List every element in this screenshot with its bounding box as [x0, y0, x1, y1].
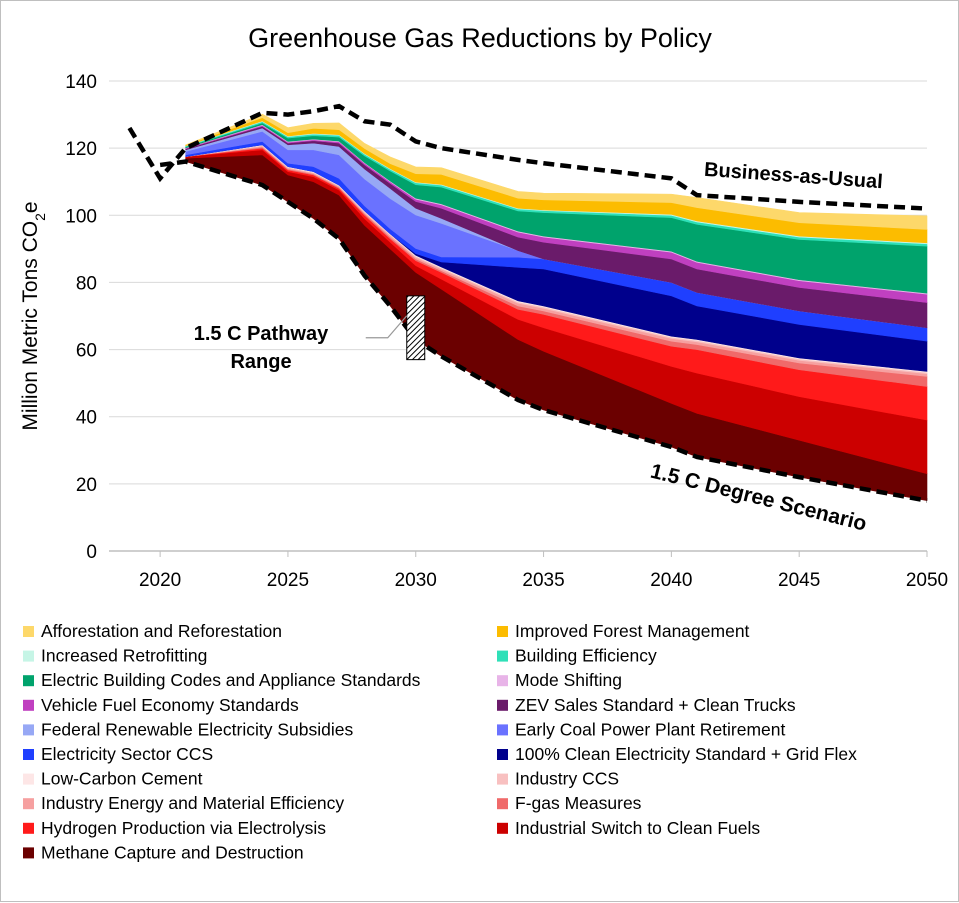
chart-title: Greenhouse Gas Reductions by Policy	[248, 23, 712, 53]
x-tick-2045: 2045	[778, 570, 820, 591]
legend-item-federal-renewable-electricity-subsidies: Federal Renewable Electricity Subsidies	[23, 719, 353, 739]
legend-item-hydrogen-production-via-electrolysis: Hydrogen Production via Electrolysis	[23, 818, 326, 838]
y-tick-labels: 0 20 40 60 80 100 120 140	[65, 72, 97, 563]
pathway-annotation-line2: Range	[230, 351, 291, 373]
stacked-areas	[185, 113, 928, 502]
legend-label-electric-building-codes-and-appliance-standards: Electric Building Codes and Appliance St…	[41, 670, 421, 690]
legend-item-early-coal-power-plant-retirement: Early Coal Power Plant Retirement	[497, 719, 786, 739]
legend-item-electricity-sector-ccs: Electricity Sector CCS	[23, 744, 213, 764]
legend-label-mode-shifting: Mode Shifting	[515, 670, 622, 690]
legend-item-increased-retrofitting: Increased Retrofitting	[23, 646, 207, 666]
legend-label-improved-forest-management: Improved Forest Management	[515, 621, 750, 641]
y-tick-80: 80	[76, 273, 97, 294]
legend-swatch-industrial-switch-to-clean-fuels	[497, 822, 508, 834]
legend-label-industrial-switch-to-clean-fuels: Industrial Switch to Clean Fuels	[515, 818, 760, 838]
bau-line	[127, 103, 928, 211]
legend-swatch-afforestation-and-reforestation	[23, 626, 34, 637]
legend-swatch-hydrogen-production-via-electrolysis	[23, 822, 34, 834]
legend-item-low-carbon-cement: Low-Carbon Cement	[23, 769, 203, 789]
legend-label-electricity-sector-ccs: Electricity Sector CCS	[41, 744, 213, 764]
legend-swatch-increased-retrofitting	[23, 650, 34, 662]
legend-label-f-gas-measures: F-gas Measures	[515, 793, 642, 813]
y-tick-100: 100	[65, 206, 97, 227]
legend-label-building-efficiency: Building Efficiency	[515, 646, 657, 666]
y-tick-140: 140	[65, 72, 97, 93]
x-tick-2030: 2030	[395, 570, 437, 591]
legend-swatch-building-efficiency	[497, 650, 508, 662]
legend-label-methane-capture-and-destruction: Methane Capture and Destruction	[41, 842, 304, 862]
x-tick-2020: 2020	[139, 570, 181, 591]
x-tick-2035: 2035	[522, 570, 564, 591]
x-tick-2025: 2025	[267, 570, 309, 591]
legend-item-f-gas-measures: F-gas Measures	[497, 793, 642, 813]
legend-label-increased-retrofitting: Increased Retrofitting	[41, 646, 207, 666]
legend-swatch-low-carbon-cement	[23, 773, 34, 785]
legend: Afforestation and Reforestation Improved …	[23, 621, 857, 862]
y-tick-40: 40	[76, 408, 97, 429]
legend-label-zev-sales-standard-clean-trucks: ZEV Sales Standard + Clean Trucks	[515, 695, 796, 715]
y-tick-120: 120	[65, 139, 97, 160]
legend-label-industry-energy-and-material-efficiency: Industry Energy and Material Efficiency	[41, 793, 344, 813]
legend-swatch-federal-renewable-electricity-subsidies	[23, 724, 34, 736]
legend-item-100-clean-electricity-standard-grid-flex: 100% Clean Electricity Standard + Grid F…	[497, 744, 857, 764]
legend-item-industry-ccs: Industry CCS	[497, 769, 619, 789]
legend-swatch-f-gas-measures	[497, 798, 508, 810]
y-tick-0: 0	[86, 542, 97, 563]
legend-swatch-methane-capture-and-destruction	[23, 847, 34, 859]
legend-label-early-coal-power-plant-retirement: Early Coal Power Plant Retirement	[515, 719, 786, 739]
legend-swatch-electric-building-codes-and-appliance-standards	[23, 675, 34, 687]
y-tick-60: 60	[76, 341, 97, 362]
legend-item-industry-energy-and-material-efficiency: Industry Energy and Material Efficiency	[23, 793, 344, 813]
legend-swatch-vehicle-fuel-economy-standards	[23, 699, 34, 711]
legend-item-zev-sales-standard-clean-trucks: ZEV Sales Standard + Clean Trucks	[497, 695, 796, 715]
legend-swatch-zev-sales-standard-clean-trucks	[497, 699, 508, 711]
legend-item-electric-building-codes-and-appliance-standards: Electric Building Codes and Appliance St…	[23, 670, 421, 690]
legend-label-federal-renewable-electricity-subsidies: Federal Renewable Electricity Subsidies	[41, 719, 353, 739]
legend-swatch-improved-forest-management	[497, 626, 508, 637]
reference-lines	[127, 103, 928, 503]
x-tick-2040: 2040	[650, 570, 692, 591]
pathway-annotation-line1: 1.5 C Pathway	[194, 323, 329, 345]
legend-item-mode-shifting: Mode Shifting	[497, 670, 622, 690]
legend-swatch-industry-ccs	[497, 773, 508, 785]
legend-swatch-industry-energy-and-material-efficiency	[23, 798, 34, 810]
legend-swatch-electricity-sector-ccs	[23, 749, 34, 760]
legend-item-methane-capture-and-destruction: Methane Capture and Destruction	[23, 842, 304, 862]
legend-label-100-clean-electricity-standard-grid-flex: 100% Clean Electricity Standard + Grid F…	[515, 744, 857, 764]
pathway-range-bar	[406, 295, 426, 361]
scenario-line	[159, 159, 928, 503]
x-tick-2050: 2050	[906, 570, 948, 591]
pathway-range-marker	[365, 295, 426, 361]
legend-swatch-100-clean-electricity-standard-grid-flex	[497, 749, 508, 760]
y-tick-20: 20	[76, 475, 97, 496]
legend-label-industry-ccs: Industry CCS	[515, 769, 619, 789]
legend-label-low-carbon-cement: Low-Carbon Cement	[41, 769, 203, 789]
area-afforestation-and-reforestation	[185, 113, 928, 230]
legend-item-vehicle-fuel-economy-standards: Vehicle Fuel Economy Standards	[23, 695, 299, 715]
legend-swatch-early-coal-power-plant-retirement	[497, 724, 508, 736]
legend-label-afforestation-and-reforestation: Afforestation and Reforestation	[41, 621, 282, 641]
x-tick-labels: 2020 2025 2030 2035 2040 2045 2050	[139, 551, 948, 591]
legend-label-hydrogen-production-via-electrolysis: Hydrogen Production via Electrolysis	[41, 818, 326, 838]
y-axis-label: Million Metric Tons CO2e	[19, 201, 48, 430]
legend-item-afforestation-and-reforestation: Afforestation and Reforestation	[23, 621, 282, 641]
legend-item-building-efficiency: Building Efficiency	[497, 646, 657, 666]
pathway-leader-line	[365, 315, 408, 339]
legend-swatch-mode-shifting	[497, 675, 508, 687]
legend-item-industrial-switch-to-clean-fuels: Industrial Switch to Clean Fuels	[497, 818, 760, 838]
legend-item-improved-forest-management: Improved Forest Management	[497, 621, 750, 641]
legend-label-vehicle-fuel-economy-standards: Vehicle Fuel Economy Standards	[41, 695, 299, 715]
bau-annotation: Business-as-Usual	[703, 159, 883, 193]
